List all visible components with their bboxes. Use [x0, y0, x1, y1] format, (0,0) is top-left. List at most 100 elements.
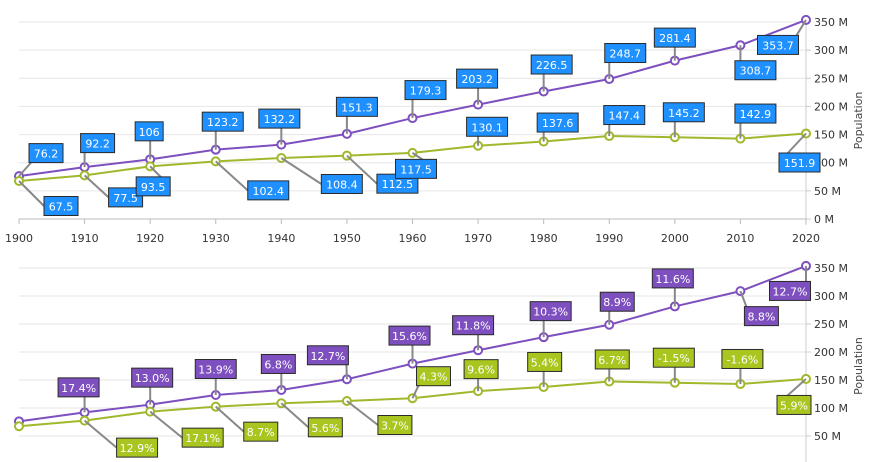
data-label: 92.2 — [85, 138, 110, 151]
data-label: 353.7 — [762, 39, 794, 52]
data-label: 147.4 — [609, 110, 641, 123]
data-label-box — [776, 394, 812, 415]
data-label: 5.6% — [311, 422, 339, 435]
y-axis-title: Population — [852, 92, 865, 150]
data-label-box — [260, 353, 296, 374]
data-label-box — [530, 54, 573, 75]
x-tick-label: 1940 — [267, 232, 295, 245]
x-tick-label: 1990 — [595, 232, 623, 245]
leader-line — [346, 400, 379, 426]
x-tick-label: 1900 — [5, 232, 33, 245]
x-tick-label: 1920 — [136, 232, 164, 245]
data-label: 108.4 — [326, 178, 358, 191]
data-label-box — [335, 96, 378, 117]
x-tick-label: 1950 — [333, 232, 361, 245]
data-label-box — [652, 347, 695, 368]
x-tick-label: 2000 — [661, 232, 689, 245]
data-point[interactable] — [407, 393, 418, 404]
data-label: 15.6% — [392, 330, 427, 343]
data-label-box — [463, 359, 499, 380]
data-label: 179.3 — [410, 85, 442, 98]
data-point[interactable] — [735, 286, 746, 297]
data-label-box — [131, 367, 174, 388]
data-label-box — [43, 196, 79, 217]
data-label-box — [456, 68, 499, 89]
data-label-box — [734, 60, 777, 81]
population-chart-percent-change: 50 M 100 M 150 M 200 M 250 M 300 M 350 M Popula… — [14, 260, 865, 462]
y-tick-label: 350 M — [814, 262, 848, 275]
data-label-box — [306, 345, 349, 366]
data-label: 137.6 — [542, 117, 574, 130]
data-label-box — [108, 187, 144, 208]
data-label-box — [395, 158, 437, 179]
data-label-box — [769, 280, 811, 301]
data-label: 93.5 — [141, 181, 166, 194]
y-tick-label: 50 M — [814, 185, 841, 198]
data-label: 6.7% — [598, 354, 626, 367]
data-label: 5.4% — [531, 356, 559, 369]
y-axis-title: Population — [852, 337, 865, 395]
data-label-box — [388, 325, 431, 346]
y-tick-label: 100 M — [814, 157, 848, 170]
data-label: 248.7 — [610, 48, 642, 61]
data-label: 17.1% — [185, 432, 220, 445]
data-label: 226.5 — [536, 59, 568, 72]
data-label-box — [653, 27, 696, 48]
data-label-box — [743, 306, 779, 327]
data-label-box — [28, 143, 64, 164]
leader-line — [739, 290, 748, 307]
data-label-box — [651, 268, 694, 289]
data-label: 12.9% — [120, 442, 155, 455]
data-label-box — [527, 351, 563, 372]
data-label: 151.3 — [341, 101, 373, 114]
data-label: 11.6% — [655, 273, 690, 286]
data-label: 106 — [139, 126, 160, 139]
x-tick-label: 2020 — [792, 232, 820, 245]
y-tick-label: 300 M — [814, 44, 848, 57]
data-label: 77.5 — [113, 192, 138, 205]
leader-line — [346, 154, 378, 185]
leader-line — [215, 160, 249, 192]
data-label: 6.8% — [264, 358, 292, 371]
data-label-box — [594, 349, 630, 370]
data-label: 4.3% — [420, 371, 448, 384]
leader-line — [83, 174, 110, 199]
data-label-box — [662, 102, 705, 123]
leader-line — [83, 419, 118, 449]
leader-line — [280, 402, 309, 429]
data-label: 3.7% — [381, 420, 409, 433]
data-label-box — [243, 421, 279, 442]
y-tick-label: 100 M — [814, 402, 848, 415]
data-label: 203.2 — [461, 73, 493, 86]
data-label: 10.3% — [533, 306, 568, 319]
data-label-box — [452, 315, 495, 336]
data-label-box — [80, 133, 116, 154]
data-label-box — [599, 291, 635, 312]
leader-line — [280, 157, 322, 185]
data-label: 5.9% — [780, 399, 808, 412]
y-tick-label: 150 M — [814, 129, 848, 142]
data-label: 132.2 — [264, 113, 296, 126]
data-label-box — [604, 43, 647, 64]
x-tick-label: 1970 — [464, 232, 492, 245]
data-label-box — [194, 359, 237, 380]
data-label: 11.8% — [456, 320, 491, 333]
data-label: 145.2 — [668, 107, 700, 120]
leader-line — [795, 19, 807, 36]
y-tick-label: 50 M — [814, 430, 841, 443]
data-point[interactable] — [14, 421, 24, 432]
data-label-box — [721, 348, 764, 369]
data-label-box — [320, 173, 363, 194]
data-label: 308.7 — [740, 65, 772, 78]
data-label: 13.0% — [135, 372, 170, 385]
data-label: 8.9% — [603, 296, 631, 309]
data-label-box — [734, 103, 777, 124]
data-label-box — [416, 366, 451, 387]
data-label-box — [466, 116, 509, 137]
data-label: 112.5 — [382, 178, 414, 191]
leader-line — [215, 405, 245, 433]
data-label: 117.5 — [400, 163, 432, 176]
data-label: 130.1 — [471, 121, 503, 134]
data-label: -1.5% — [658, 352, 690, 365]
data-label: 281.4 — [659, 32, 691, 45]
